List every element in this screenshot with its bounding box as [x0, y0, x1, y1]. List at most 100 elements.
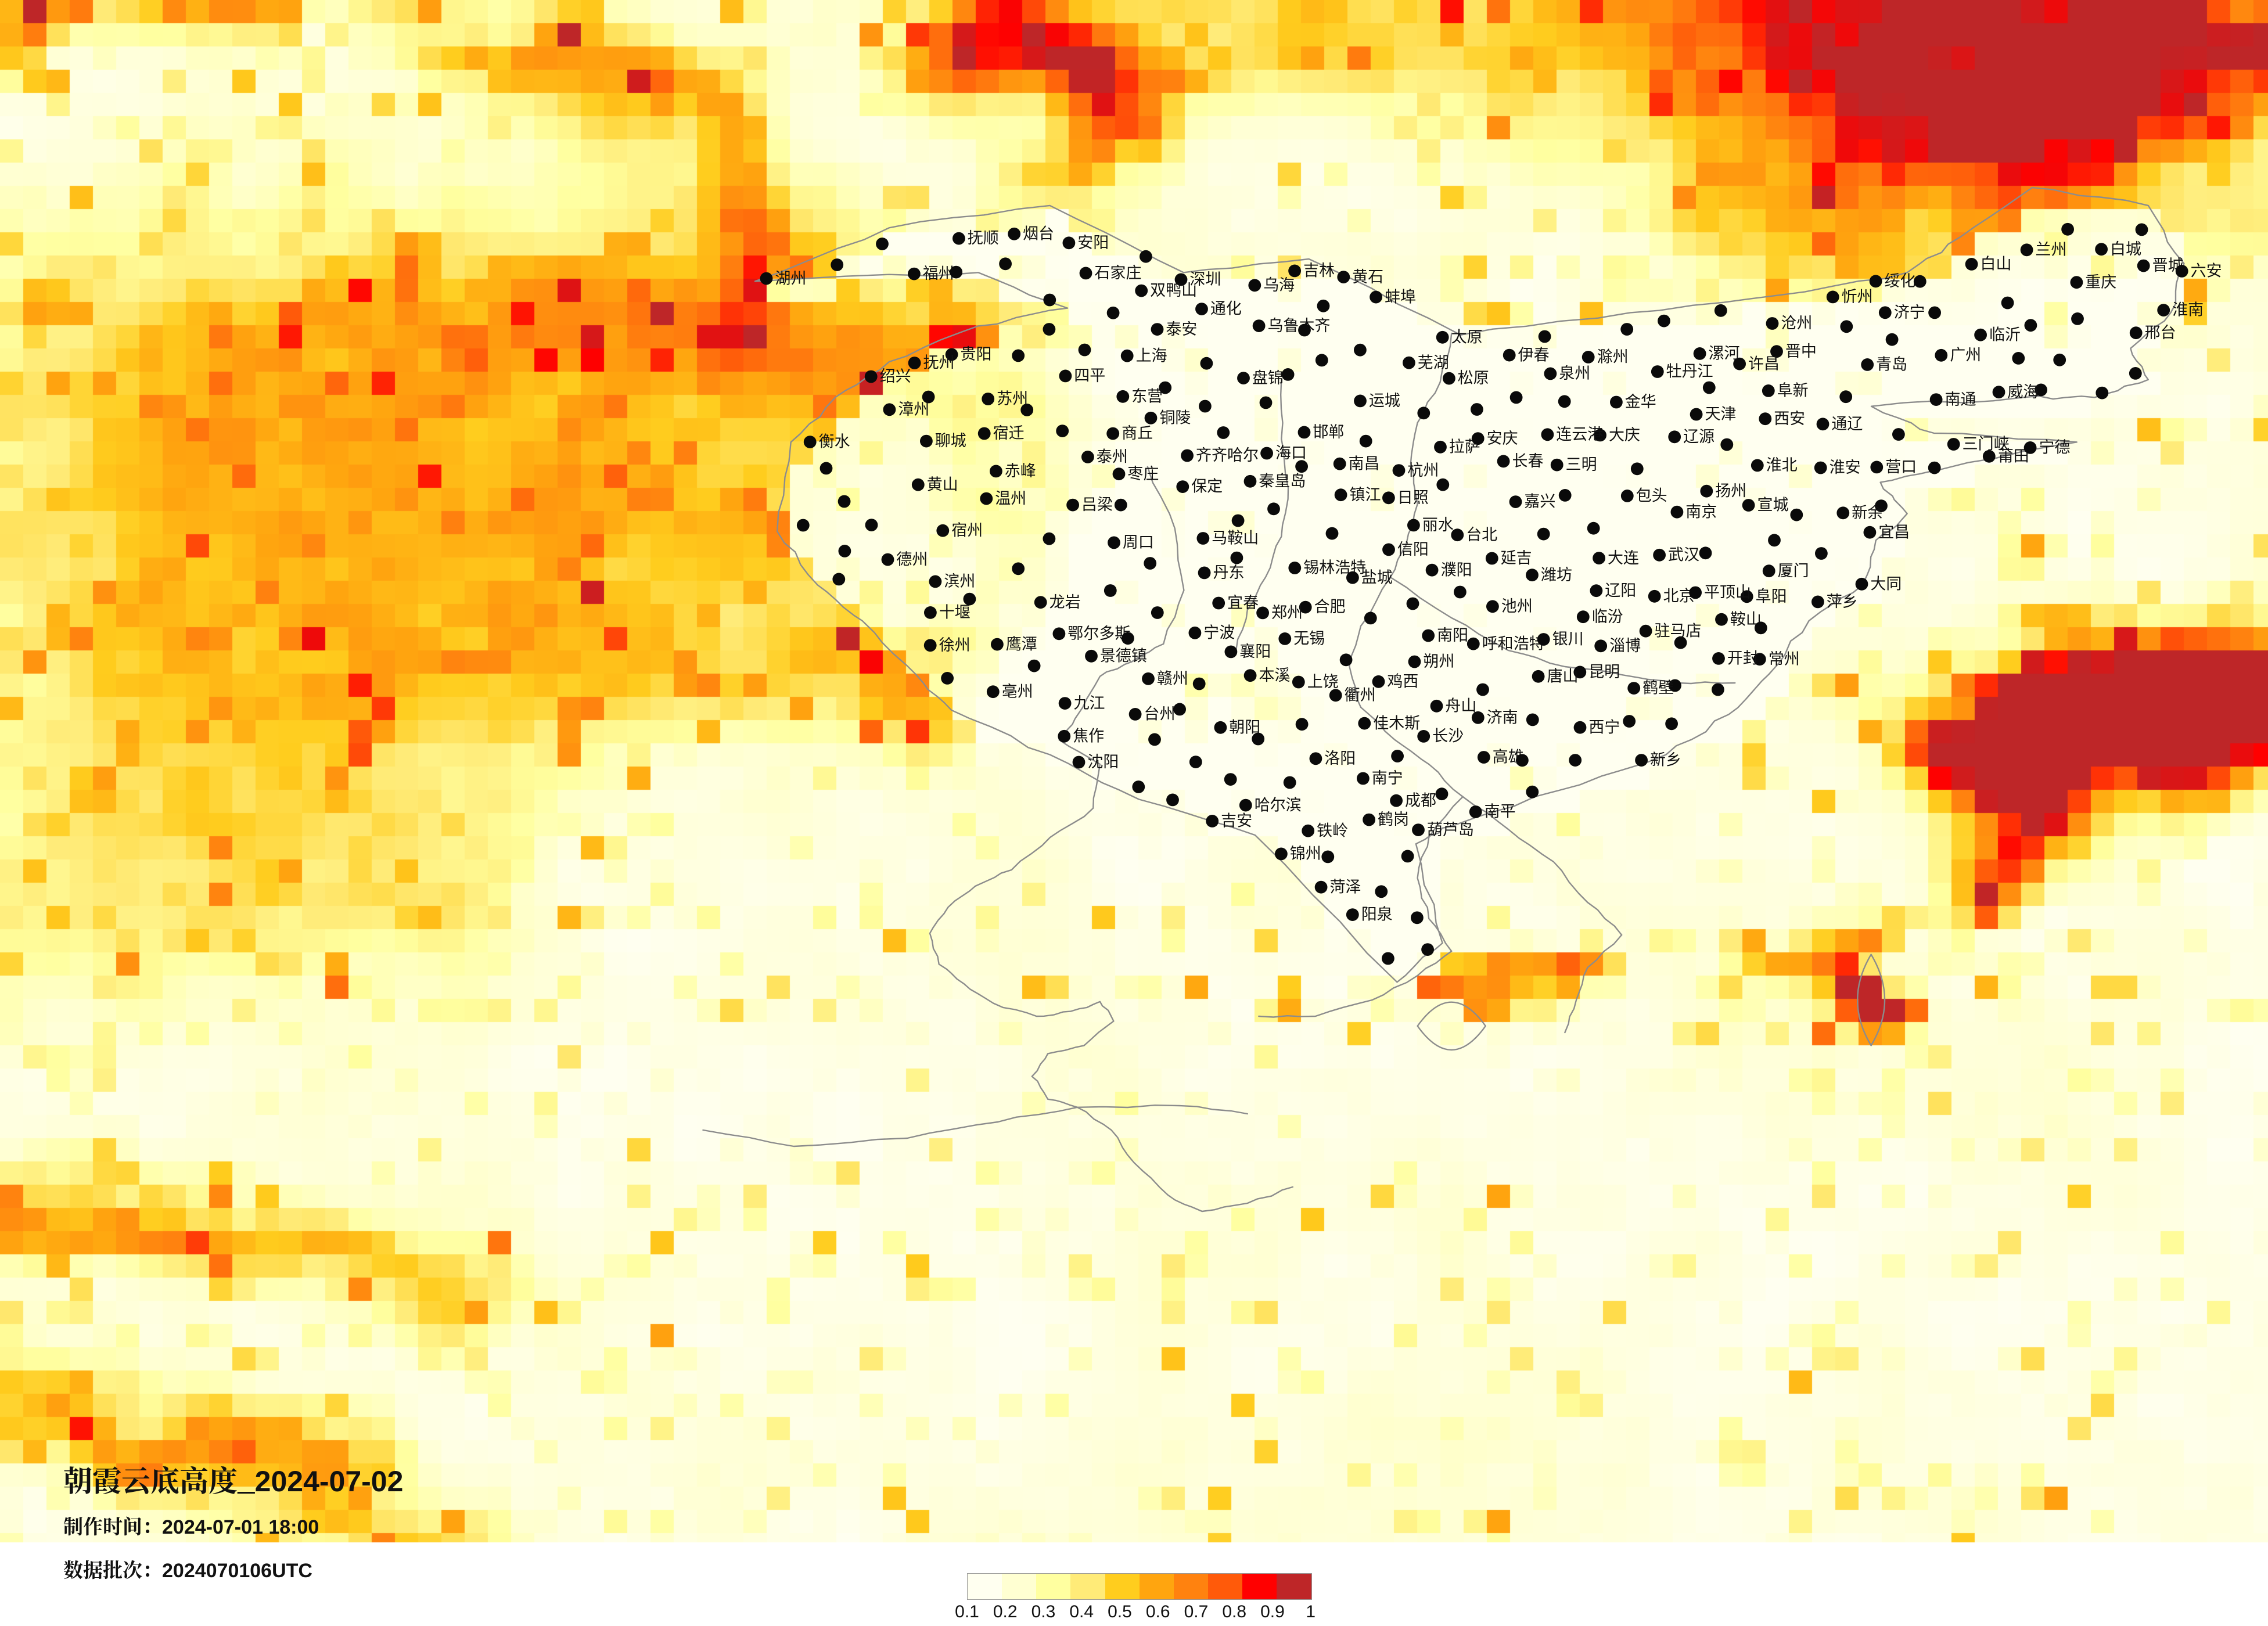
svg-text:朝阳: 朝阳	[1229, 719, 1260, 736]
svg-text:杭州: 杭州	[1407, 462, 1439, 479]
svg-text:南京: 南京	[1685, 503, 1717, 520]
svg-text:阜新: 阜新	[1777, 382, 1809, 400]
svg-text:晋中: 晋中	[1785, 343, 1817, 360]
svg-text:菏泽: 菏泽	[1330, 878, 1361, 895]
svg-text:德州: 德州	[896, 551, 928, 568]
svg-text:通化: 通化	[1210, 300, 1242, 318]
svg-text:上饶: 上饶	[1307, 673, 1339, 690]
svg-text:赣州: 赣州	[1157, 670, 1188, 687]
svg-text:衢州: 衢州	[1345, 686, 1376, 704]
svg-text:鹰潭: 鹰潭	[1006, 635, 1037, 653]
svg-text:抚州: 抚州	[923, 354, 955, 372]
svg-text:广州: 广州	[1950, 347, 1981, 364]
svg-text:牡丹江: 牡丹江	[1666, 363, 1713, 380]
svg-text:周口: 周口	[1123, 534, 1154, 551]
svg-text:驻马店: 驻马店	[1655, 622, 1702, 639]
svg-text:葫芦岛: 葫芦岛	[1427, 821, 1474, 839]
svg-text:赤峰: 赤峰	[1005, 462, 1036, 480]
svg-text:漳州: 漳州	[898, 401, 929, 418]
svg-text:武汉: 武汉	[1668, 546, 1699, 563]
svg-text:衡水: 衡水	[819, 433, 850, 451]
svg-text:龙岩: 龙岩	[1049, 593, 1081, 611]
svg-text:吉安: 吉安	[1221, 812, 1252, 830]
svg-text:辽阳: 辽阳	[1605, 582, 1636, 599]
svg-text:济宁: 济宁	[1894, 304, 1925, 321]
svg-text:成都: 成都	[1405, 792, 1436, 809]
svg-text:南通: 南通	[1945, 391, 1976, 408]
svg-text:台北: 台北	[1466, 526, 1497, 544]
svg-text:淮南: 淮南	[2172, 301, 2204, 319]
svg-text:兰州: 兰州	[2036, 241, 2067, 258]
svg-text:淮安: 淮安	[1830, 459, 1861, 476]
svg-text:安庆: 安庆	[1487, 430, 1518, 447]
svg-text:大庆: 大庆	[1609, 426, 1640, 444]
svg-text:双鸭山: 双鸭山	[1150, 282, 1197, 299]
svg-text:新余: 新余	[1852, 504, 1883, 521]
svg-text:贵阳: 贵阳	[961, 346, 992, 363]
svg-text:滁州: 滁州	[1597, 348, 1629, 366]
svg-text:抚顺: 抚顺	[968, 229, 999, 247]
svg-text:西安: 西安	[1774, 410, 1805, 427]
svg-text:商丘: 商丘	[1122, 425, 1153, 442]
svg-text:丹东: 丹东	[1213, 564, 1245, 581]
svg-text:许昌: 许昌	[1748, 355, 1780, 372]
svg-text:马鞍山: 马鞍山	[1212, 530, 1259, 547]
svg-text:铜陵: 铜陵	[1159, 409, 1191, 427]
svg-text:济南: 济南	[1487, 708, 1518, 726]
svg-text:安阳: 安阳	[1077, 234, 1109, 251]
svg-text:南昌: 南昌	[1349, 455, 1380, 472]
svg-text:鸡西: 鸡西	[1387, 673, 1418, 690]
svg-text:福州: 福州	[923, 265, 954, 282]
svg-text:新乡: 新乡	[1650, 751, 1681, 769]
svg-text:郑州: 郑州	[1271, 604, 1303, 621]
svg-text:温州: 温州	[995, 490, 1026, 507]
svg-text:湖州: 湖州	[775, 269, 806, 287]
svg-text:池州: 池州	[1501, 598, 1533, 615]
svg-text:临沂: 临沂	[1989, 326, 2021, 343]
svg-text:本溪: 本溪	[1259, 667, 1291, 684]
svg-text:丽水: 丽水	[1422, 516, 1454, 534]
svg-text:南平: 南平	[1485, 803, 1516, 821]
svg-text:平顶山: 平顶山	[1704, 584, 1751, 601]
svg-text:六安: 六安	[2191, 262, 2222, 280]
svg-text:吕梁: 吕梁	[1081, 496, 1113, 513]
svg-text:辽源: 辽源	[1683, 428, 1715, 445]
svg-text:伊春: 伊春	[1518, 346, 1550, 364]
svg-text:长沙: 长沙	[1432, 728, 1464, 745]
svg-text:朔州: 朔州	[1423, 653, 1454, 670]
svg-text:铁岭: 铁岭	[1317, 822, 1348, 839]
svg-text:徐州: 徐州	[939, 636, 971, 654]
svg-text:沈阳: 沈阳	[1087, 753, 1119, 771]
svg-text:太原: 太原	[1451, 328, 1483, 346]
svg-text:宜昌: 宜昌	[1878, 523, 1910, 541]
svg-text:泰州: 泰州	[1097, 448, 1128, 466]
svg-text:芜湖: 芜湖	[1418, 354, 1449, 371]
svg-text:齐齐哈尔: 齐齐哈尔	[1196, 447, 1259, 464]
svg-text:昆明: 昆明	[1588, 663, 1620, 681]
svg-text:盘锦: 盘锦	[1252, 369, 1284, 387]
svg-text:开封: 开封	[1727, 650, 1759, 667]
svg-text:滨州: 滨州	[944, 573, 975, 590]
svg-text:黄山: 黄山	[927, 476, 958, 493]
svg-text:青岛: 青岛	[1876, 356, 1907, 373]
svg-text:鹤岗: 鹤岗	[1378, 811, 1409, 828]
svg-text:秦皇岛: 秦皇岛	[1259, 473, 1306, 490]
svg-text:邢台: 邢台	[2145, 324, 2176, 341]
svg-text:绥化: 绥化	[1885, 272, 1916, 290]
svg-text:绍兴: 绍兴	[880, 368, 911, 385]
svg-text:连云港: 连云港	[1556, 426, 1603, 443]
svg-text:唐山: 唐山	[1547, 667, 1579, 685]
svg-text:保定: 保定	[1191, 478, 1223, 495]
svg-text:宿州: 宿州	[951, 521, 983, 539]
svg-text:沧州: 沧州	[1781, 315, 1812, 332]
svg-text:石家庄: 石家庄	[1094, 264, 1141, 282]
svg-text:泉州: 泉州	[1559, 365, 1590, 382]
svg-text:淄博: 淄博	[1609, 637, 1641, 654]
svg-text:大同: 大同	[1870, 575, 1902, 593]
svg-text:海口: 海口	[1275, 444, 1307, 462]
svg-text:包头: 包头	[1636, 487, 1667, 505]
svg-text:白城: 白城	[2110, 240, 2141, 258]
svg-text:黄石: 黄石	[1352, 268, 1383, 286]
svg-text:聊城: 聊城	[935, 432, 966, 449]
svg-text:漯河: 漯河	[1709, 345, 1740, 362]
